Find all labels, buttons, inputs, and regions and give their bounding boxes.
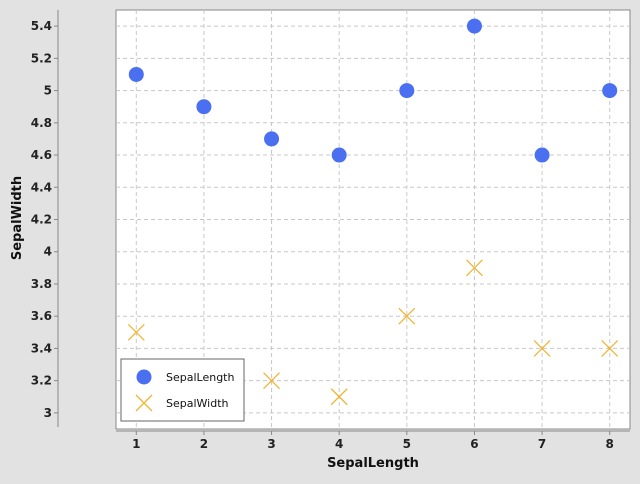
x-axis-ticks: 1 2 3 4 5 6 7 8 <box>132 431 614 451</box>
data-point-x-stroke <box>127 323 145 341</box>
x-tick-label: 7 <box>538 437 546 451</box>
data-point-x-stroke <box>533 339 551 357</box>
data-point-x <box>135 394 153 412</box>
y-tick-label: 3.4 <box>31 341 52 355</box>
y-tick-label: 5.2 <box>31 51 52 65</box>
y-tick-label: 4.6 <box>31 148 52 162</box>
x-tick-label: 2 <box>200 437 208 451</box>
data-point-circle <box>136 369 152 385</box>
x-tick-label: 3 <box>267 437 275 451</box>
data-points <box>127 18 619 406</box>
data-point-x <box>263 372 281 390</box>
data-point-circle <box>602 83 618 99</box>
y-tick-label: 5.4 <box>31 19 52 33</box>
data-point-circle <box>466 18 482 34</box>
y-tick-label: 3 <box>44 406 52 420</box>
data-point-x-stroke <box>330 388 348 406</box>
y-tick-label: 4.8 <box>31 116 52 130</box>
data-point-x-stroke <box>263 372 281 390</box>
data-point-x <box>330 388 348 406</box>
data-point-x-stroke <box>135 394 153 412</box>
data-point-x <box>533 339 551 357</box>
y-tick-label: 4.4 <box>31 180 52 194</box>
x-tick-label: 5 <box>403 437 411 451</box>
data-point-circle <box>264 131 280 147</box>
y-tick-label: 3.8 <box>31 277 52 291</box>
x-tick-label: 6 <box>470 437 478 451</box>
x-axis-title: SepalLength <box>327 456 419 471</box>
legend: SepalLength SepalWidth <box>120 358 245 422</box>
x-tick-label: 4 <box>335 437 343 451</box>
y-tick-label: 3.2 <box>31 374 52 388</box>
legend-box <box>120 358 245 422</box>
x-tick-label: 1 <box>132 437 140 451</box>
data-point-circle <box>331 147 347 163</box>
data-point-x <box>601 339 619 357</box>
data-point-circle <box>534 147 550 163</box>
data-point-x <box>127 323 145 341</box>
legend-label: SepalWidth <box>166 397 229 410</box>
y-tick-label: 4 <box>44 245 52 259</box>
data-point-x-stroke <box>398 307 416 325</box>
data-point-x-stroke <box>601 339 619 357</box>
y-axis-ticks: 3 3.2 3.4 3.6 3.8 4 4.2 4.4 4.6 4.8 5 5.2 5.4 <box>31 19 58 420</box>
legend-label: SepalLength <box>166 371 234 384</box>
data-point-circle <box>399 83 415 99</box>
y-tick-label: 4.2 <box>31 213 52 227</box>
y-tick-label: 5 <box>44 84 52 98</box>
data-point-x <box>398 307 416 325</box>
data-point-circle <box>128 66 144 82</box>
y-tick-label: 3.6 <box>31 309 52 323</box>
data-point-x <box>465 259 483 277</box>
y-axis-title: SepalWidth <box>10 176 25 260</box>
x-tick-label: 8 <box>606 437 614 451</box>
data-point-x-stroke <box>465 259 483 277</box>
data-point-circle <box>196 99 212 115</box>
